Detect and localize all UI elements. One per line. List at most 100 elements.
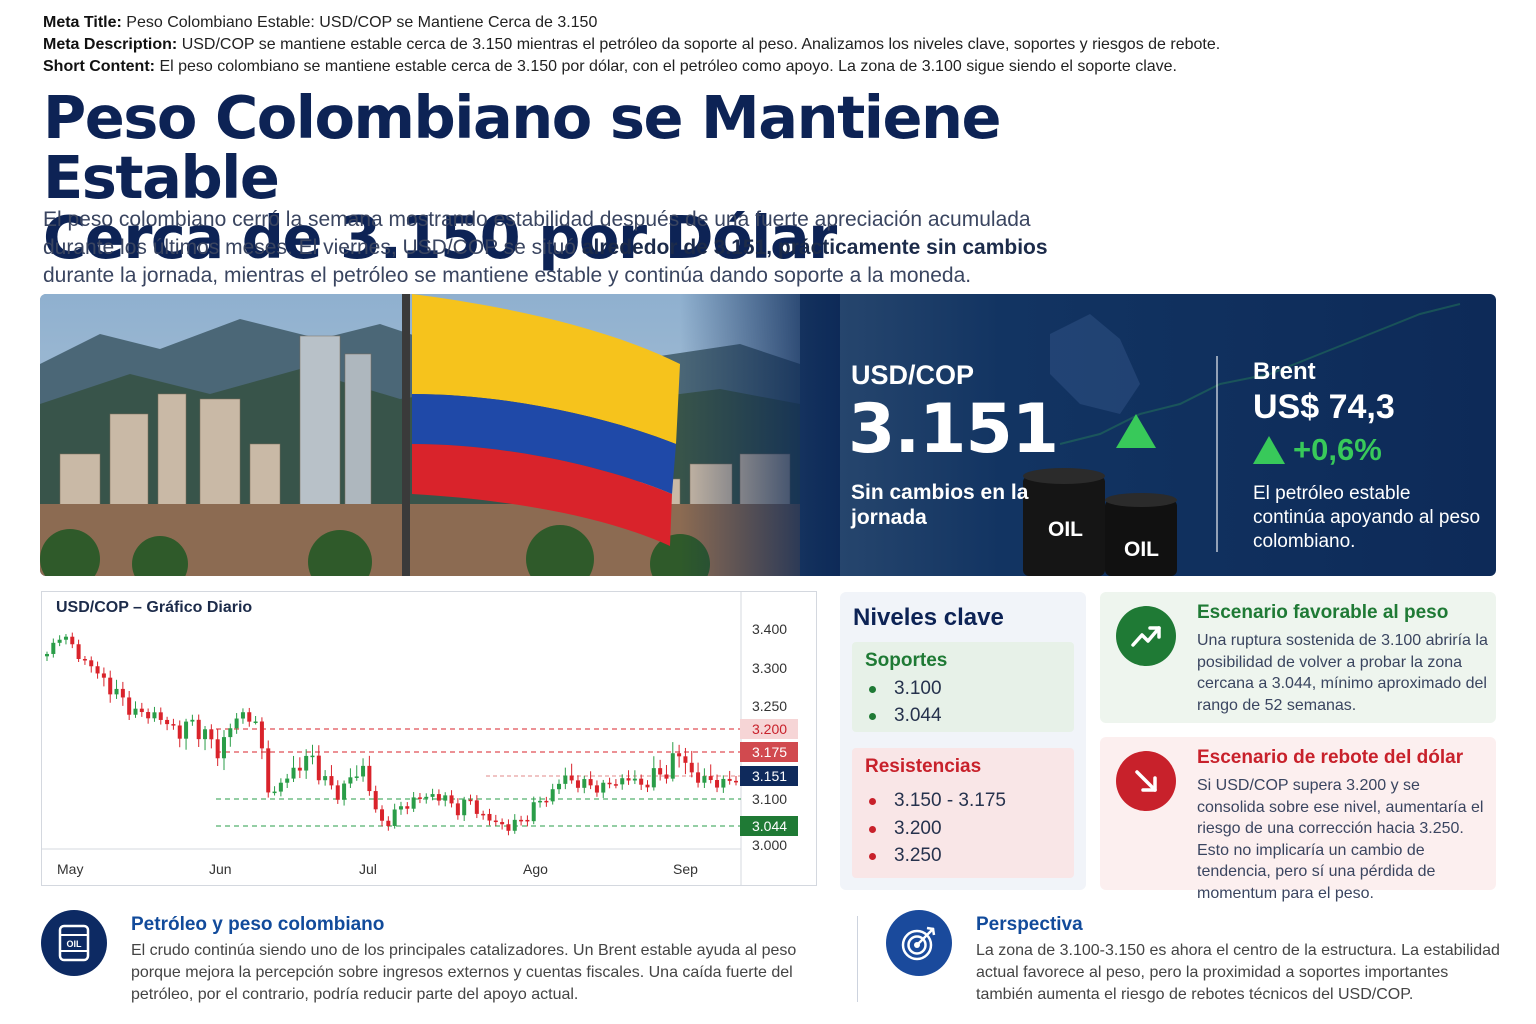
price-tag-label: 3.200	[752, 721, 787, 737]
candle-body	[493, 820, 498, 823]
candle-body	[285, 778, 290, 783]
trend-up-icon	[1116, 606, 1176, 666]
candle-body	[468, 799, 473, 802]
candle-body	[449, 795, 454, 804]
candle-body	[342, 783, 347, 800]
candle-body	[626, 778, 631, 781]
candle-body	[127, 697, 132, 715]
candle-body	[588, 779, 593, 786]
hero-scene-illustration	[40, 294, 1461, 576]
candle-body	[715, 780, 720, 788]
resistances-title: Resistencias	[865, 756, 982, 777]
candle-body	[45, 653, 49, 657]
triangle-up-icon	[1116, 414, 1156, 448]
candle-body	[512, 819, 517, 831]
supports-box: Soportes 3.100 3.044	[852, 642, 1074, 732]
candle-body	[708, 776, 713, 781]
meta-title-text: Peso Colombiano Estable: USD/COP se Mant…	[126, 14, 598, 31]
target-icon	[886, 910, 952, 976]
candle-body	[683, 756, 688, 763]
page-title-line2: Cerca de 3.150 por Dólar	[43, 203, 837, 272]
candle-body	[727, 778, 732, 781]
candle-body	[158, 712, 163, 720]
candle-body	[272, 791, 277, 794]
y-tick-label: 3.400	[752, 621, 787, 637]
support-item: 3.100	[869, 678, 942, 700]
oil-section-text: El crudo continúa siendo uno de los prin…	[131, 942, 797, 1003]
usdcop-label: USD/COP	[851, 360, 975, 390]
meta-description-label: Meta Description:	[43, 36, 178, 53]
candle-body	[114, 688, 119, 695]
candle-body	[658, 768, 663, 775]
candle-body	[519, 819, 524, 822]
page-title: Peso Colombiano se Mantiene Estable Cerc…	[43, 88, 1193, 268]
candle-body	[398, 806, 403, 810]
candle-body	[462, 799, 467, 816]
candle-body	[51, 642, 56, 654]
candle-body	[76, 644, 81, 659]
candle-body	[500, 822, 505, 825]
candle-body	[253, 721, 258, 724]
candle-body	[247, 712, 252, 722]
candle-body	[120, 688, 125, 698]
candle-body	[335, 785, 340, 800]
candle-body	[651, 768, 656, 788]
candle-body	[152, 712, 157, 719]
candle-body	[266, 748, 271, 793]
price-tag-label: 3.175	[752, 744, 787, 760]
candle-body	[348, 777, 353, 784]
candle-body	[696, 772, 701, 783]
rebound-scenario-title: Escenario de rebote del dólar	[1197, 747, 1464, 768]
candle-body	[196, 719, 201, 740]
candle-body	[184, 721, 189, 739]
candle-body	[430, 794, 435, 797]
oil-barrel-icon: OIL	[41, 910, 107, 976]
page-title-line1: Peso Colombiano se Mantiene Estable	[43, 83, 1002, 212]
candle-body	[424, 796, 429, 799]
hero-banner: OIL OIL USD/COP 3.151 Sin cambios en la …	[40, 294, 1496, 576]
candle-body	[664, 774, 669, 779]
oil-barrel-icon	[1023, 468, 1177, 576]
usdcop-value: 3.151	[848, 390, 1059, 469]
candle-body	[550, 789, 555, 802]
chart-canvas: 3.400 3.300 3.250 3.100 3.000 May Jun Jul Ago Se…	[41, 591, 817, 886]
candle-body	[209, 729, 214, 740]
candle-body	[101, 673, 106, 678]
y-tick-label: 3.000	[752, 837, 787, 853]
arrow-down-right-icon	[1116, 751, 1176, 811]
candle-body	[531, 802, 536, 822]
candle-body	[171, 724, 176, 726]
price-tag	[740, 719, 798, 739]
candle-body	[278, 782, 283, 792]
intro-paragraph: El peso colombiano cerró la semana mostr…	[43, 206, 1083, 290]
barrel-label-2: OIL	[1124, 538, 1159, 561]
candle-body	[82, 658, 87, 661]
meta-description-text: USD/COP se mantiene estable cerca de 3.1…	[181, 36, 1221, 53]
intro-highlight: alrededor de 3.151, prácticamente sin ca…	[581, 236, 1048, 259]
supports-title: Soportes	[865, 650, 948, 671]
resistance-value: 3.250	[894, 845, 942, 866]
brent-change: +0,6%	[1253, 432, 1382, 468]
candle-body	[506, 824, 511, 831]
candle-body	[234, 718, 239, 729]
candle-body	[63, 636, 68, 640]
candle-body	[329, 776, 334, 786]
meta-title-row: Meta Title: Peso Colombiano Estable: USD…	[43, 12, 1220, 34]
y-tick-label: 3.100	[752, 791, 787, 807]
candle-body	[291, 767, 296, 779]
x-tick-label: Ago	[523, 861, 548, 877]
meta-description-row: Meta Description: USD/COP se mantiene es…	[43, 34, 1220, 56]
brent-note: El petróleo estable continúa apoyando al…	[1253, 483, 1481, 552]
candle-body	[361, 765, 366, 777]
candle-body	[563, 775, 568, 784]
candle-body	[221, 737, 226, 759]
candle-body	[702, 776, 707, 783]
candle-body	[392, 809, 397, 826]
usdcop-note: Sin cambios en la jornada	[851, 481, 1029, 529]
candle-body	[544, 800, 549, 803]
candle-body	[316, 755, 321, 781]
candle-body	[443, 795, 448, 801]
candle-body	[436, 794, 441, 801]
price-tag-label: 3.044	[752, 818, 787, 834]
green-dot-icon	[869, 685, 876, 693]
